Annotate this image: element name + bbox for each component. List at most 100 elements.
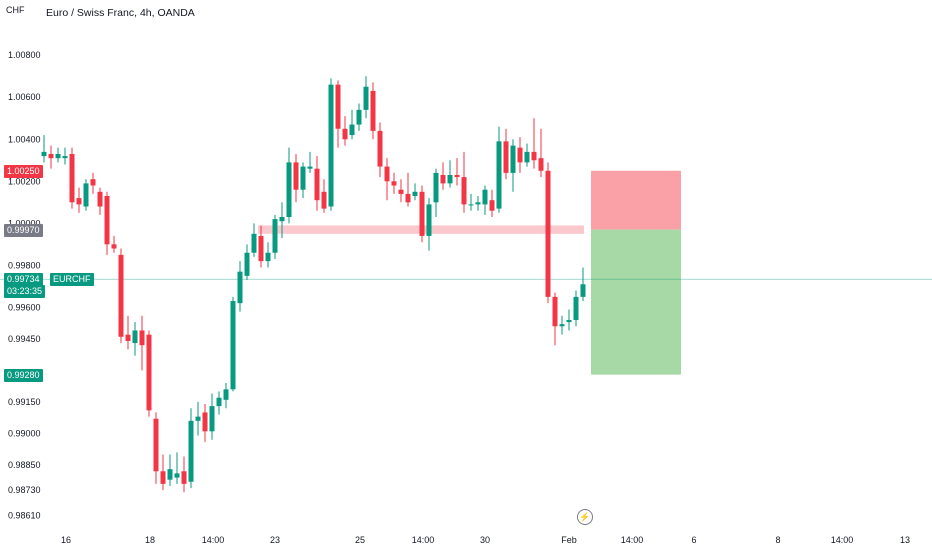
candle-body [139,330,145,346]
flash-icon[interactable]: ⚡ [577,509,593,525]
y-tick-label: 1.00800 [8,50,41,60]
candle-body [223,389,229,400]
candle-body [153,418,159,472]
y-tick-label: 1.00200 [8,176,41,186]
x-tick-label: 14:00 [621,535,644,545]
candle-body [370,90,376,131]
candle-body [83,183,89,207]
x-tick-label: 23 [270,535,280,545]
y-tick-label: 0.99000 [8,428,41,438]
candle-body [244,252,250,276]
y-axis-labels: 1.00800 1.00600 1.00400 1.00200 1.00000 0.998… [8,50,41,520]
take-profit-price-tag: 0.99280 [4,368,43,382]
candle-body [314,168,320,201]
symbol-tag: EURCHF [50,273,94,287]
candle-body [237,271,243,304]
x-tick-label: 6 [691,535,696,545]
candle-body [76,198,82,205]
y-tick-label: 0.99600 [8,302,41,312]
x-tick-label: 14:00 [202,535,225,545]
x-tick-label: 30 [480,535,490,545]
candle-body [272,219,278,253]
candle-body [321,191,327,209]
candle-body [524,151,530,163]
candle-body [356,109,362,125]
candle-body [566,319,572,323]
candle-body [97,191,103,207]
y-tick-label: 0.98610 [8,510,41,520]
last-price-tag: 0.99734 [4,273,43,287]
stop-loss-zone[interactable] [591,170,681,230]
candle-body [559,324,565,327]
candle-body [111,244,117,249]
candle-body [209,406,215,432]
candle-body [552,296,558,327]
candle-body [573,296,579,320]
y-tick-label: 0.99450 [8,334,41,344]
candle-body [62,156,68,159]
x-axis-labels: 16 18 14:00 23 25 14:00 30 Feb 14:00 6 8 14:00 13 [61,535,910,545]
x-tick-label: 25 [355,535,365,545]
candle-body [503,141,509,173]
candle-body [195,416,201,421]
candle-body [482,189,488,205]
chart-title: Euro / Swiss Franc, 4h, OANDA [46,7,195,19]
candle-body [55,153,61,159]
x-tick-label: 16 [61,535,71,545]
candle-body [426,204,432,236]
candle-body [412,191,418,196]
candle-body [468,204,474,206]
take-profit-zone[interactable] [591,229,681,375]
y-tick-label: 0.98730 [8,485,41,495]
x-tick-label: 13 [900,535,910,545]
candle-body [342,128,348,140]
y-tick-label: 1.00600 [8,92,41,102]
x-tick-label: 14:00 [412,535,435,545]
x-tick-label: 8 [775,535,780,545]
candle-body [335,84,341,129]
candle-body [447,174,453,184]
candles [43,76,584,493]
candle-body [279,217,285,222]
candle-body [181,471,187,484]
candle-body [328,84,334,207]
candle-body [48,153,54,159]
currency-unit: CHF [6,5,25,15]
candle-body [202,412,208,432]
candle-body [517,147,523,163]
candle-body [461,177,467,205]
candle-body [300,166,306,190]
candle-body [188,420,194,482]
candle-body [510,145,516,173]
candle-body [174,473,180,478]
candle-body [377,130,383,167]
bar-countdown-tag: 03:23:35 [4,285,46,299]
candle-body [384,166,390,182]
candle-body [41,151,47,157]
candle-body [496,141,502,209]
candle-body [286,162,292,218]
candle-body [265,252,271,262]
candle-body [69,153,75,203]
candle-body [132,330,138,344]
candle-body [475,202,481,205]
x-tick-label: 18 [145,535,155,545]
candle-body [251,233,257,253]
y-tick-label: 0.98850 [8,460,41,470]
candle-body [118,254,124,337]
candle-body [538,158,544,171]
candle-body [146,334,152,411]
candle-body [363,86,369,110]
candle-body [545,170,551,297]
candle-body [454,174,460,178]
y-tick-label: 0.99150 [8,397,41,407]
candle-body [125,334,131,341]
x-tick-label: Feb [561,535,577,545]
candle-body [433,172,439,203]
candle-body [307,166,313,169]
x-tick-label: 14:00 [831,535,854,545]
stop-loss-price-tag: 1.00250 [4,164,43,178]
candle-body [230,301,236,390]
entry-price-tag: 0.99970 [4,223,43,237]
